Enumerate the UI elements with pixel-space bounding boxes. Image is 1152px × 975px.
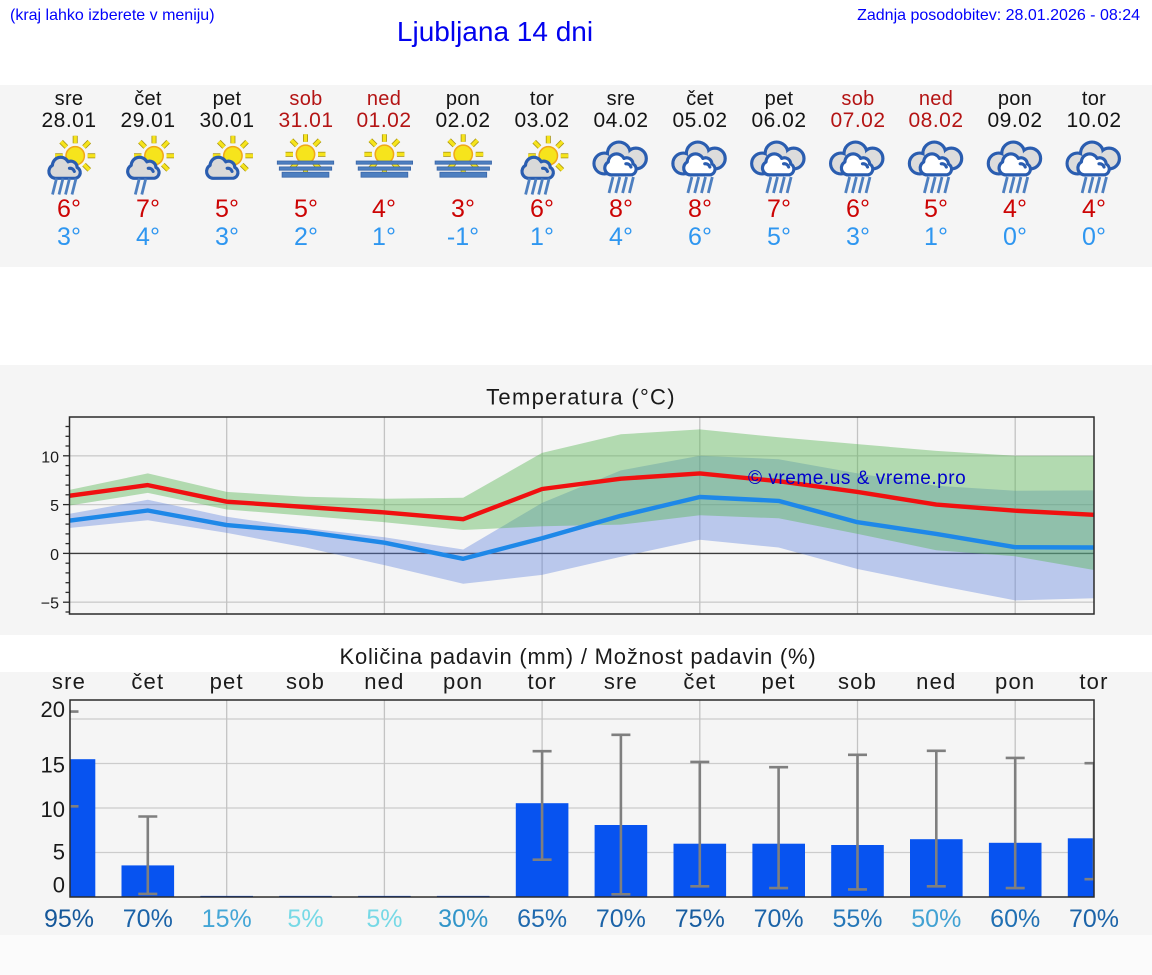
- svg-text:5%: 5%: [287, 905, 323, 933]
- svg-text:Temperatura (°C): Temperatura (°C): [486, 385, 676, 410]
- svg-text:sre: sre: [52, 669, 86, 694]
- svg-text:70%: 70%: [754, 905, 804, 933]
- svg-text:75%: 75%: [675, 905, 725, 933]
- svg-text:5%: 5%: [366, 905, 402, 933]
- svg-text:0: 0: [50, 547, 59, 564]
- svg-text:pon: pon: [995, 669, 1035, 694]
- svg-text:15: 15: [41, 753, 65, 778]
- svg-text:15%: 15%: [202, 905, 252, 933]
- svg-text:pet: pet: [210, 669, 244, 694]
- svg-text:Količina padavin (mm) / Možnos: Količina padavin (mm) / Možnost padavin …: [339, 644, 816, 669]
- svg-text:−5: −5: [41, 596, 59, 613]
- svg-text:65%: 65%: [517, 905, 567, 933]
- svg-text:ned: ned: [916, 669, 956, 694]
- svg-text:95%: 95%: [44, 905, 94, 933]
- svg-text:sob: sob: [838, 669, 877, 694]
- svg-text:pon: pon: [443, 669, 483, 694]
- svg-text:70%: 70%: [1069, 905, 1119, 933]
- svg-text:tor: tor: [1079, 669, 1108, 694]
- svg-text:sre: sre: [604, 669, 638, 694]
- svg-text:pet: pet: [762, 669, 796, 694]
- svg-text:60%: 60%: [990, 905, 1040, 933]
- svg-text:čet: čet: [131, 669, 164, 694]
- svg-text:sob: sob: [286, 669, 325, 694]
- svg-text:5: 5: [50, 498, 59, 515]
- svg-text:50%: 50%: [911, 905, 961, 933]
- svg-text:55%: 55%: [832, 905, 882, 933]
- svg-text:10: 10: [41, 449, 59, 466]
- svg-text:70%: 70%: [123, 905, 173, 933]
- svg-text:0: 0: [53, 873, 65, 898]
- svg-text:20: 20: [41, 697, 65, 722]
- svg-text:30%: 30%: [438, 905, 488, 933]
- svg-text:čet: čet: [683, 669, 716, 694]
- svg-text:© vreme.us & vreme.pro: © vreme.us & vreme.pro: [748, 468, 966, 489]
- svg-text:10: 10: [41, 797, 65, 822]
- svg-text:tor: tor: [527, 669, 556, 694]
- svg-text:5: 5: [53, 840, 65, 865]
- svg-text:ned: ned: [364, 669, 404, 694]
- svg-text:70%: 70%: [596, 905, 646, 933]
